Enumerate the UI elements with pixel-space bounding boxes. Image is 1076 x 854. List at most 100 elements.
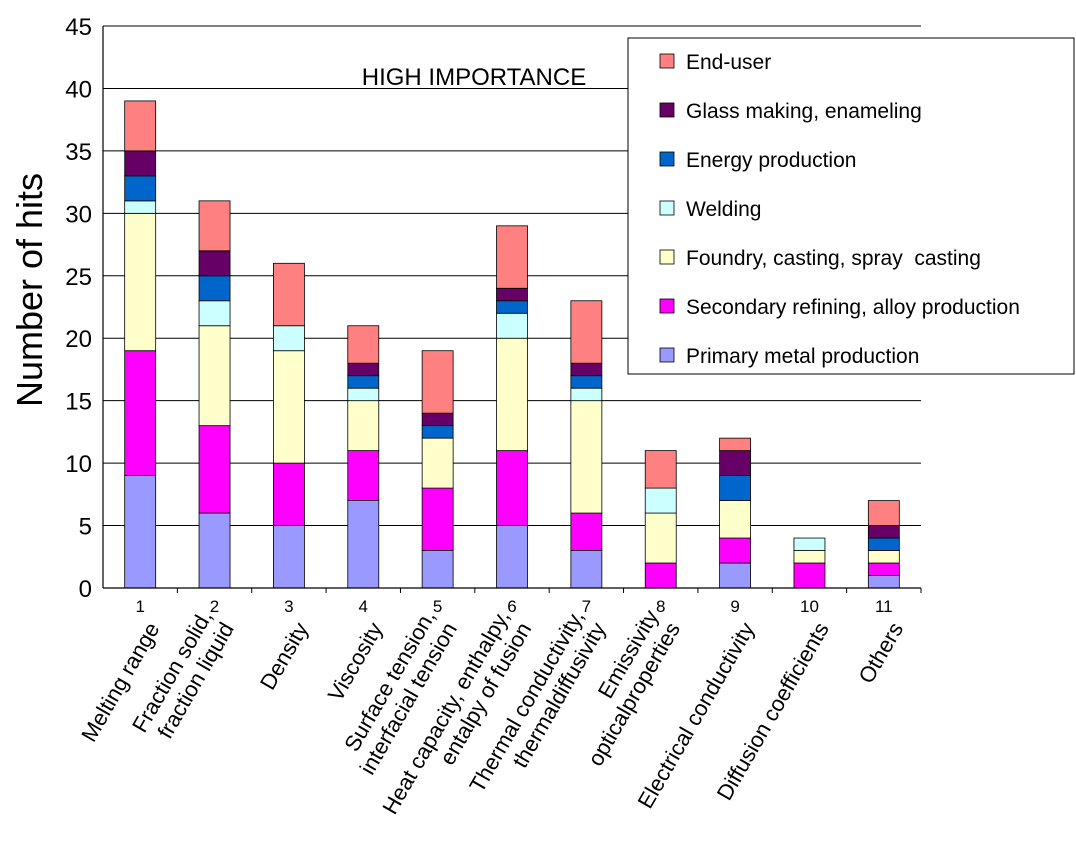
bar-segment [793, 537, 826, 551]
legend-swatch [659, 298, 675, 314]
x-category-label-line: Density [255, 618, 313, 694]
bar-segment [421, 487, 454, 551]
bar-segment [496, 225, 528, 289]
y-axis-label: Number of hits [9, 173, 50, 407]
bar-stack [793, 537, 826, 589]
bar-segment [347, 375, 380, 389]
legend-entry: End-user [686, 51, 771, 74]
bar-segment [198, 512, 231, 589]
bar-segment [793, 562, 826, 589]
bar-segment [570, 362, 603, 377]
bar-segment [347, 325, 380, 364]
bar-segment [496, 450, 528, 526]
legend-swatch [659, 151, 675, 167]
bar-segment [867, 550, 900, 564]
bar-segment [719, 450, 751, 477]
bar-segment [421, 425, 454, 439]
bar-segment [867, 525, 900, 539]
legend-entry: Welding [686, 198, 762, 221]
bar-segment [198, 275, 231, 302]
y-tick-label: 15 [65, 389, 92, 416]
bar-segment [570, 550, 603, 589]
bar-stack [421, 350, 454, 589]
bar-stack [347, 325, 380, 589]
bar-segment [347, 362, 380, 377]
y-axis: 0 5 10 15 20 25 30 35 40 45 [65, 14, 104, 603]
x-tick-label: 5 [433, 597, 442, 616]
y-tick-label: 45 [65, 14, 92, 41]
bar-segment [198, 300, 231, 327]
bar-segment [124, 100, 157, 152]
y-tick-label: 5 [79, 514, 92, 541]
bar-segment [719, 500, 751, 539]
bars [124, 100, 900, 589]
bar-segment [198, 200, 231, 252]
y-tick-label: 30 [65, 201, 92, 228]
y-tick-label: 10 [65, 451, 92, 478]
x-tick-label: 10 [800, 597, 819, 616]
bar-segment [719, 562, 751, 589]
legend-entry: Primary metal production [686, 345, 919, 368]
bar-segment [644, 487, 677, 514]
bar-segment [273, 462, 305, 526]
legend-swatch [659, 200, 675, 216]
x-category-label: Density [255, 618, 313, 694]
x-category-label: Others [853, 618, 908, 688]
bar-segment [124, 150, 157, 177]
bar-segment [198, 325, 231, 427]
bar-segment [124, 350, 157, 477]
bar-segment [273, 262, 305, 327]
y-tick-label: 0 [79, 576, 92, 603]
bar-segment [496, 337, 528, 452]
legend-entry: Energy production [686, 149, 856, 172]
bar-segment [867, 575, 900, 589]
bar-segment [421, 412, 454, 427]
bar-segment [644, 450, 677, 489]
bar-segment [719, 475, 751, 501]
x-tick-label: 3 [284, 597, 293, 616]
legend-swatch [659, 102, 675, 118]
bar-segment [570, 512, 603, 551]
bar-segment [496, 312, 528, 339]
x-tick-label: 1 [135, 597, 144, 616]
bar-segment [496, 287, 528, 302]
bar-segment [867, 562, 900, 576]
bar-segment [421, 437, 454, 489]
bar-segment [719, 537, 751, 564]
y-tick-label: 25 [65, 264, 92, 291]
chart-title: HIGH IMPORTANCE [362, 64, 586, 91]
bar-segment [347, 450, 380, 501]
bar-stack [867, 500, 900, 589]
bar-segment [124, 475, 157, 589]
bar-stack [496, 225, 528, 589]
legend-box [627, 37, 1075, 375]
x-tick-label: 7 [582, 597, 591, 616]
bar-segment [496, 300, 528, 314]
bar-segment [273, 525, 305, 589]
bar-segment [496, 525, 528, 589]
bar-segment [867, 500, 900, 526]
bar-segment [570, 400, 603, 514]
x-tick-label: 8 [656, 597, 665, 616]
bar-segment [347, 500, 380, 589]
legend-entry: Glass making, enameling [686, 100, 922, 123]
legend-swatch [659, 249, 675, 265]
legend: End-user Glass making, enameling Energy pr… [627, 37, 1075, 375]
bar-stack [198, 200, 231, 589]
legend-swatch [659, 53, 675, 69]
y-tick-label: 20 [65, 326, 92, 353]
bar-segment [124, 175, 157, 202]
bar-segment [570, 387, 603, 402]
x-tick-label: 2 [210, 597, 219, 616]
legend-entry: Foundry, casting, spray casting [686, 247, 981, 270]
bar-segment [124, 200, 157, 214]
bar-stack [273, 262, 305, 589]
bar-segment [570, 300, 603, 364]
bar-segment [421, 550, 454, 589]
bar-stack [124, 100, 157, 589]
bar-segment [867, 537, 900, 551]
bar-segment [793, 550, 826, 564]
y-tick-label: 40 [65, 76, 92, 103]
bar-segment [421, 350, 454, 414]
